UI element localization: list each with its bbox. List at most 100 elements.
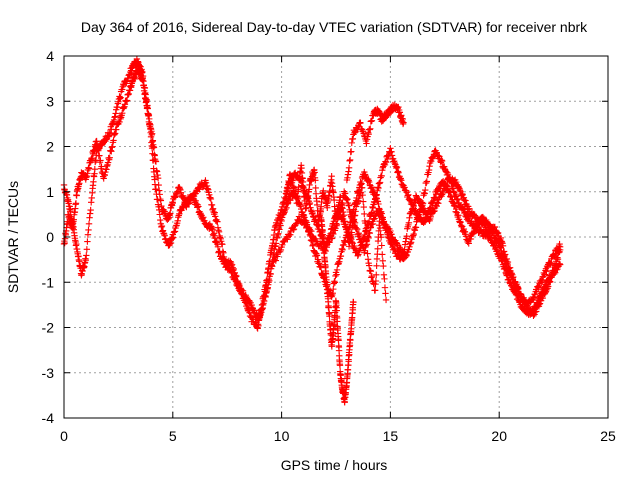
data-point (381, 284, 389, 291)
data-point (553, 250, 560, 257)
data-point (87, 206, 94, 214)
data-point (335, 337, 342, 344)
data-point (342, 221, 349, 228)
data-point (157, 197, 165, 204)
data-point (367, 267, 375, 275)
data-point (345, 358, 352, 365)
data-point (372, 277, 380, 285)
data-point (107, 130, 114, 137)
y-tick-label: 1 (46, 184, 54, 200)
y-tick-label: -3 (42, 365, 55, 381)
data-point (367, 125, 374, 132)
data-point (277, 222, 284, 229)
data-point (290, 184, 298, 191)
data-point (277, 246, 285, 254)
data-point (106, 154, 113, 161)
data-point (214, 243, 222, 251)
data-point (290, 226, 297, 233)
data-point (364, 250, 371, 257)
data-point (361, 210, 368, 218)
data-point (119, 109, 126, 117)
data-point (72, 200, 80, 207)
data-point (382, 290, 389, 297)
data-point (423, 178, 431, 185)
data-point (152, 158, 160, 165)
data-point (431, 194, 439, 201)
data-point (376, 224, 384, 232)
data-point (83, 252, 90, 259)
data-point (379, 251, 386, 258)
data-point (515, 284, 522, 292)
data-point (366, 230, 373, 237)
grid-layer (64, 56, 608, 418)
data-point (350, 218, 358, 225)
data-point (451, 203, 459, 210)
data-point (330, 285, 337, 293)
data-point (147, 133, 155, 141)
data-point (363, 241, 371, 248)
data-point (285, 233, 293, 240)
x-tick-label: 0 (60, 428, 68, 444)
data-point (283, 193, 290, 201)
data-point (143, 96, 150, 103)
data-point (117, 94, 124, 101)
data-point (156, 211, 163, 218)
y-axis-label: SDTVAR / TECUs (5, 181, 21, 293)
chart-title: Day 364 of 2016, Sidereal Day-to-day VTE… (81, 19, 588, 35)
data-point (326, 312, 333, 320)
data-point (336, 362, 344, 369)
data-point (288, 172, 295, 180)
data-point (268, 263, 276, 270)
data-point (167, 210, 174, 217)
data-point (279, 241, 286, 248)
data-point (312, 184, 319, 192)
data-point (342, 225, 350, 233)
data-point (150, 157, 157, 164)
data-point (148, 144, 156, 152)
data-point (330, 196, 338, 204)
y-tick-label: 2 (46, 139, 54, 155)
data-point (303, 221, 311, 228)
data-point (345, 164, 353, 171)
series-burst-a (317, 208, 357, 406)
data-point (368, 272, 376, 280)
data-point (116, 118, 123, 126)
data-point (83, 246, 91, 253)
data-point (145, 110, 152, 118)
data-point (98, 163, 105, 170)
data-point (348, 229, 355, 236)
series-burst-b (343, 101, 407, 184)
data-point (340, 211, 348, 219)
data-point (349, 223, 357, 230)
data-point (376, 217, 383, 225)
data-point (85, 226, 92, 234)
data-point (422, 186, 429, 194)
data-point (272, 257, 279, 264)
ticks-layer (63, 55, 609, 419)
data-point (419, 200, 427, 207)
data-point (344, 234, 351, 241)
x-tick-label: 15 (383, 428, 399, 444)
data-point (339, 205, 346, 212)
y-tick-label: 4 (46, 48, 54, 64)
data-point (362, 219, 369, 227)
data-point (85, 220, 93, 227)
data-point (139, 68, 146, 76)
data-point (312, 177, 319, 184)
data-point (400, 119, 407, 126)
x-tick-label: 20 (491, 428, 507, 444)
data-point (154, 175, 162, 182)
data-point (381, 275, 388, 283)
data-point (308, 227, 315, 235)
data-point (149, 150, 156, 157)
data-point (347, 336, 354, 344)
data-point (368, 209, 376, 216)
data-point (350, 299, 357, 306)
x-tick-label: 25 (600, 428, 616, 444)
data-point (275, 230, 282, 237)
data-point (123, 97, 131, 104)
data-point (556, 243, 564, 250)
data-point (313, 252, 321, 259)
data-point (360, 203, 367, 211)
data-point (328, 172, 335, 180)
